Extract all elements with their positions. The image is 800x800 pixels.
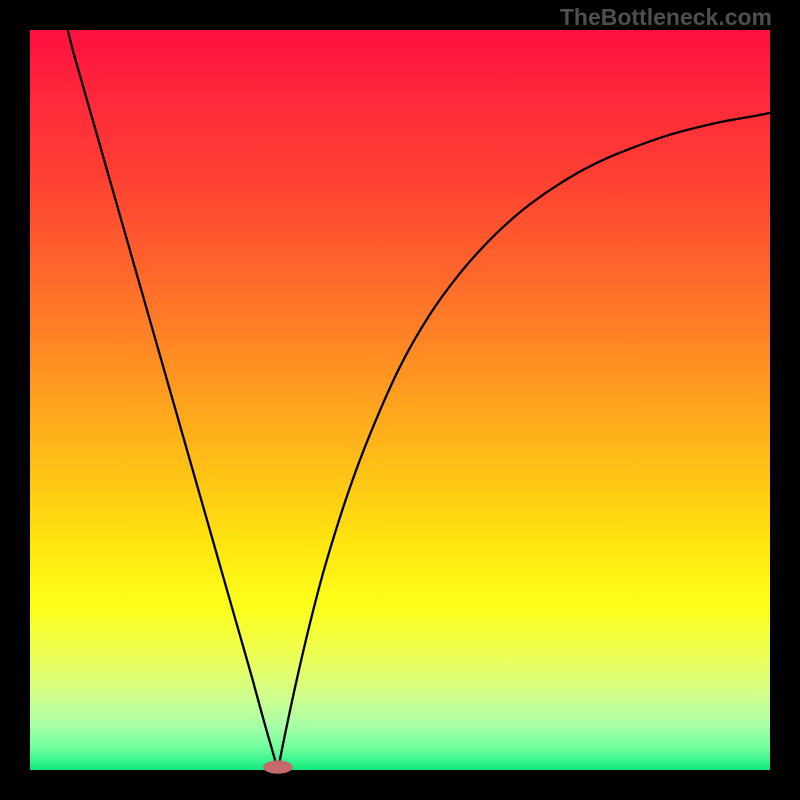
watermark-text: TheBottleneck.com (560, 4, 772, 31)
chart-container: TheBottleneck.com (0, 0, 800, 800)
optimal-point-marker (263, 760, 293, 773)
gradient-background (30, 30, 770, 770)
plot-area (30, 30, 770, 770)
bottleneck-curve-chart (30, 30, 770, 770)
